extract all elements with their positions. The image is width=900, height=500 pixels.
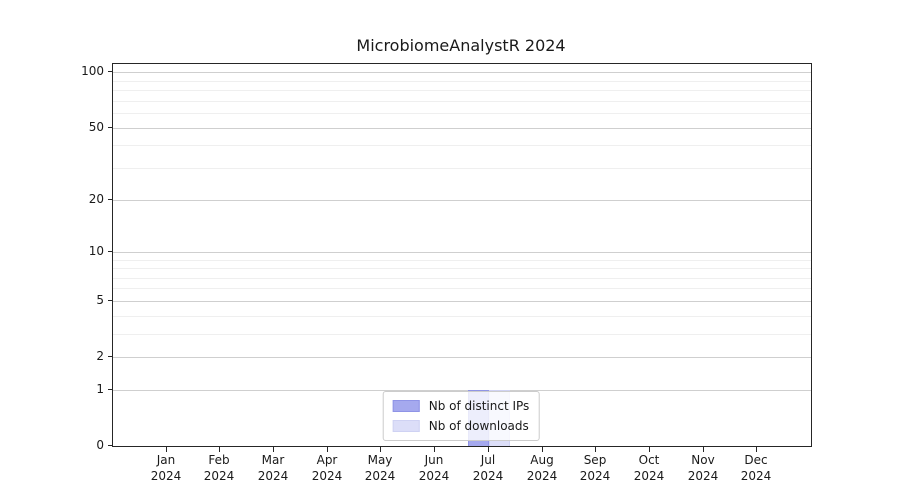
x-tick-label: Nov 2024 [673, 452, 733, 484]
x-tick-month: Aug [530, 453, 554, 467]
y-tick-label: 50 [88, 120, 104, 134]
y-tick [108, 251, 113, 252]
legend-swatch [392, 420, 420, 432]
y-tick [108, 445, 113, 446]
x-tick-month: Nov [691, 453, 715, 467]
x-tick-label: Sep 2024 [565, 452, 625, 484]
x-tick [595, 447, 596, 452]
legend: Nb of distinct IPs Nb of downloads [382, 391, 540, 441]
gridline-minor [113, 260, 811, 261]
gridline-major [113, 390, 811, 391]
gridline-minor [113, 145, 811, 146]
x-tick [327, 447, 328, 452]
gridline-major [113, 357, 811, 358]
x-tick-label: Aug 2024 [512, 452, 572, 484]
legend-label: Nb of distinct IPs [428, 399, 530, 413]
x-tick-label: Dec 2024 [726, 452, 786, 484]
plot-area [112, 63, 812, 447]
x-tick-year: 2024 [150, 469, 182, 483]
gridline-minor [113, 168, 811, 169]
y-tick [108, 300, 113, 301]
y-tick [108, 127, 113, 128]
x-tick-year: 2024 [526, 469, 558, 483]
x-tick-label: Jan 2024 [136, 452, 196, 484]
x-tick [649, 447, 650, 452]
legend-label: Nb of downloads [428, 419, 529, 433]
x-tick [219, 447, 220, 452]
y-tick-label: 5 [96, 293, 104, 307]
y-tick [108, 71, 113, 72]
x-tick-year: 2024 [203, 469, 235, 483]
gridline-major [113, 200, 811, 201]
x-tick [488, 447, 489, 452]
gridline-minor [113, 113, 811, 114]
x-tick-month: Jan [156, 453, 176, 467]
x-tick-month: Dec [744, 453, 768, 467]
x-tick-month: Feb [208, 453, 230, 467]
gridline-major [113, 252, 811, 253]
x-tick-label: Jun 2024 [404, 452, 464, 484]
gridline-major [113, 301, 811, 302]
x-tick-label: Apr 2024 [297, 452, 357, 484]
x-tick-month: Apr [316, 453, 338, 467]
x-tick [380, 447, 381, 452]
x-tick-month: Oct [638, 453, 660, 467]
gridline-major [113, 72, 811, 73]
x-tick-label: May 2024 [350, 452, 410, 484]
x-tick [542, 447, 543, 452]
y-tick-label: 20 [88, 192, 104, 206]
y-tick [108, 389, 113, 390]
gridline-minor [113, 278, 811, 279]
y-tick-label: 10 [88, 244, 104, 258]
y-tick-label: 100 [81, 64, 104, 78]
x-tick [703, 447, 704, 452]
x-tick-month: Jun [424, 453, 444, 467]
legend-item: Nb of downloads [392, 417, 530, 435]
gridline-major [113, 128, 811, 129]
y-tick-label: 0 [96, 438, 104, 452]
x-tick [273, 447, 274, 452]
y-tick-label: 1 [96, 382, 104, 396]
y-tick [108, 199, 113, 200]
gridline-minor [113, 90, 811, 91]
x-tick-month: Jul [480, 453, 496, 467]
x-tick [434, 447, 435, 452]
gridline-minor [113, 288, 811, 289]
chart-title: MicrobiomeAnalystR 2024 [356, 36, 566, 55]
x-tick-label: Feb 2024 [189, 452, 249, 484]
y-tick [108, 356, 113, 357]
gridline-minor [113, 334, 811, 335]
legend-swatch [392, 400, 420, 412]
gridline-minor [113, 81, 811, 82]
gridline-minor [113, 101, 811, 102]
x-tick-year: 2024 [579, 469, 611, 483]
x-tick [166, 447, 167, 452]
x-tick-month: Mar [261, 453, 285, 467]
legend-item: Nb of distinct IPs [392, 397, 530, 415]
x-tick-year: 2024 [472, 469, 504, 483]
gridline-minor [113, 316, 811, 317]
y-tick-label: 2 [96, 349, 104, 363]
x-tick-month: Sep [583, 453, 607, 467]
x-tick-label: Oct 2024 [619, 452, 679, 484]
x-tick-year: 2024 [364, 469, 396, 483]
gridline-minor [113, 268, 811, 269]
x-tick-year: 2024 [257, 469, 289, 483]
x-tick-year: 2024 [311, 469, 343, 483]
x-tick-label: Mar 2024 [243, 452, 303, 484]
x-tick-year: 2024 [740, 469, 772, 483]
x-tick-year: 2024 [418, 469, 450, 483]
bars-layer [113, 64, 811, 446]
grid-layer [113, 64, 811, 446]
x-tick-month: May [367, 453, 393, 467]
x-tick [756, 447, 757, 452]
x-tick-label: Jul 2024 [458, 452, 518, 484]
x-tick-year: 2024 [687, 469, 719, 483]
x-tick-year: 2024 [633, 469, 665, 483]
